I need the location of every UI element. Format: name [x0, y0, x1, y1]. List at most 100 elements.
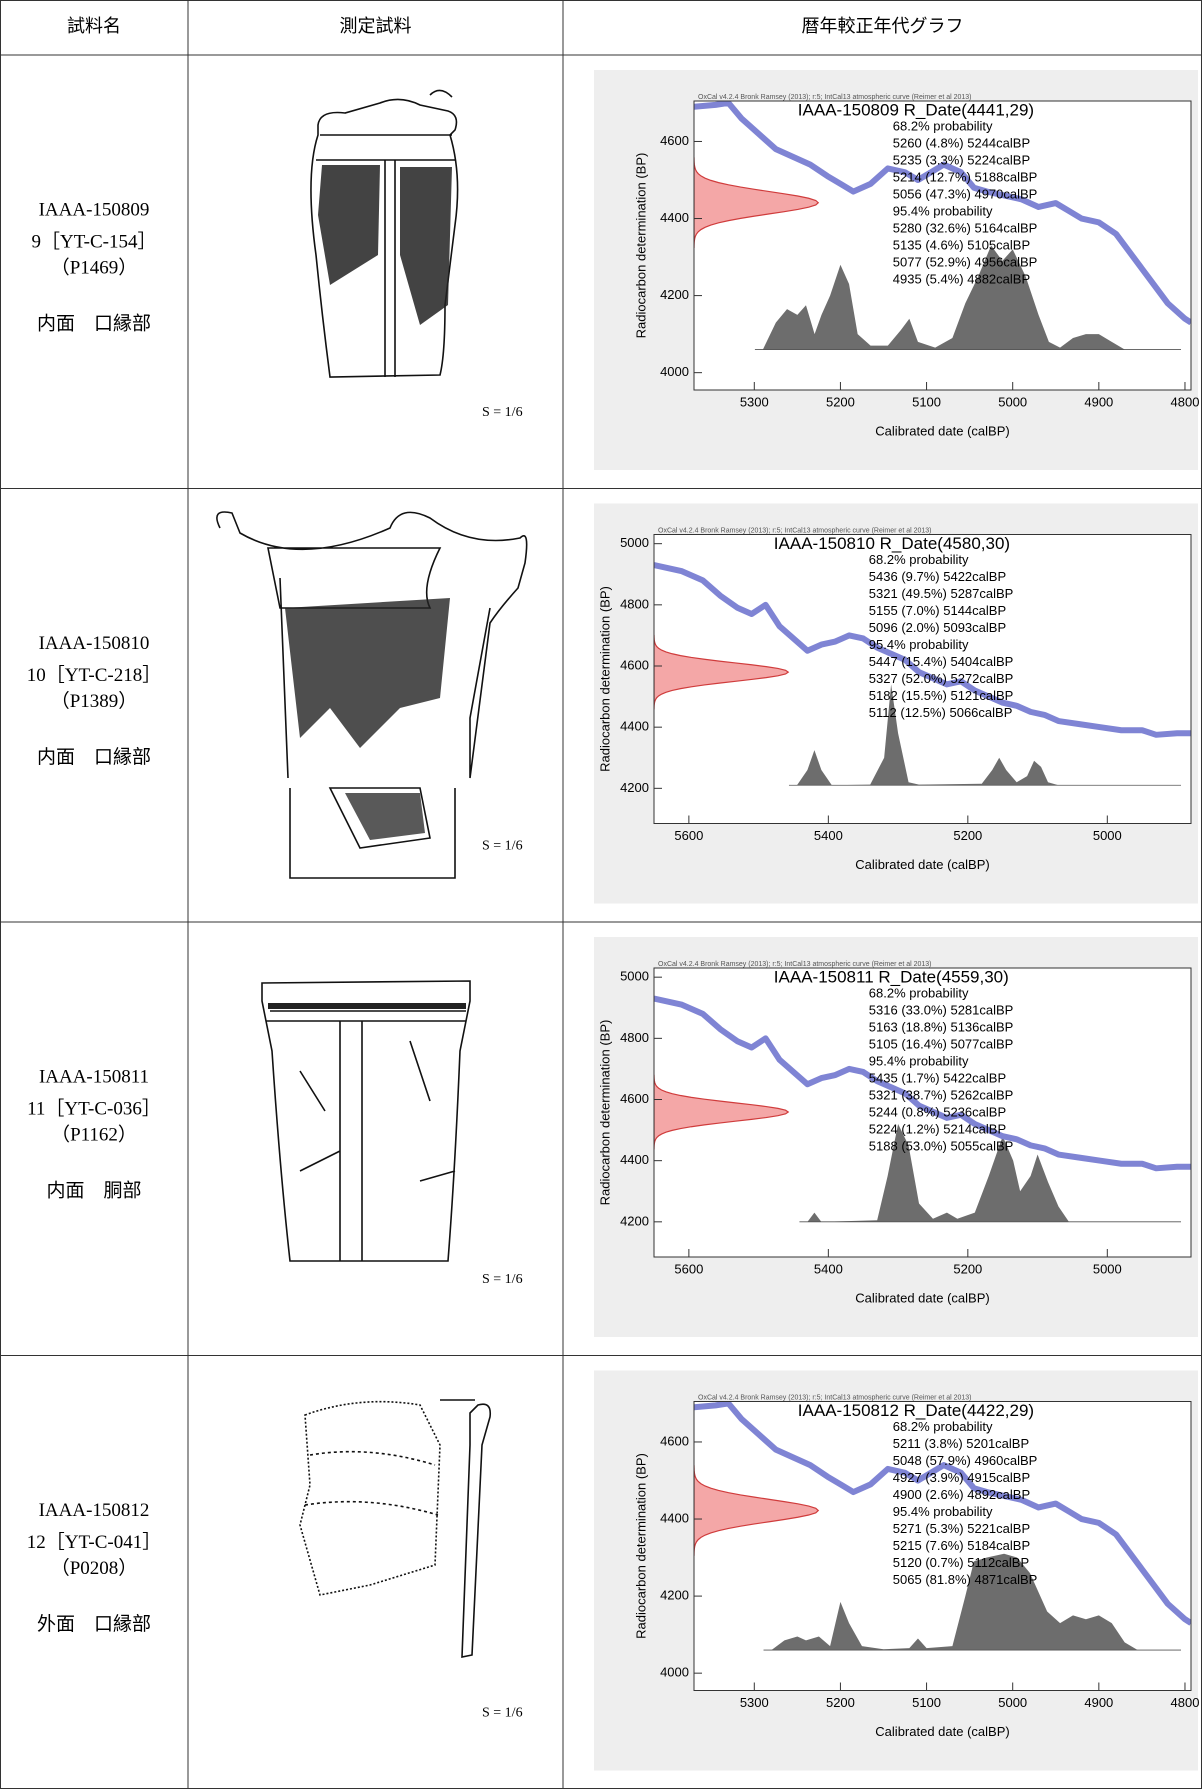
measurement-distribution	[654, 634, 790, 710]
sample-code: （P0208）	[51, 1557, 138, 1579]
plot-marks	[694, 101, 1191, 350]
chart-title: IAAA-150809 R_Date(4441,29)	[798, 100, 1034, 119]
oxcal-note: OxCal v4.2.4 Bronk Ramsey (2013); r:5; I…	[658, 961, 932, 968]
chart-title: IAAA-150812 R_Date(4422,29)	[798, 1401, 1034, 1420]
plot-marks	[654, 995, 1191, 1223]
drawing-scale: S = 1/6	[482, 405, 523, 420]
y-tick-label: 4600	[660, 133, 689, 148]
probability-line: 95.4% probability	[893, 1504, 993, 1519]
probability-line: 5271 (5.3%) 5221calBP	[893, 1521, 1030, 1536]
probability-line: 68.2% probability	[869, 985, 969, 1000]
x-tick-label: 5000	[998, 394, 1027, 409]
probability-line: 95.4% probability	[869, 1053, 969, 1068]
sample-part: 内面 口縁部	[37, 312, 151, 334]
probability-line: 5065 (81.8%) 4871calBP	[893, 1572, 1038, 1587]
sample-number: 11［YT-C-036］	[27, 1097, 161, 1119]
x-tick-label: 5200	[953, 1261, 982, 1276]
x-tick-label: 5000	[1093, 1261, 1122, 1276]
x-tick-label: 5300	[740, 1695, 769, 1710]
y-tick-label: 4400	[660, 1510, 689, 1525]
probability-line: 5316 (33.0%) 5281calBP	[869, 1002, 1014, 1017]
probability-line: 5244 (0.8%) 5236calBP	[869, 1104, 1006, 1119]
probability-line: 5280 (32.6%) 5164calBP	[893, 220, 1038, 235]
probability-line: 5077 (52.9%) 4956calBP	[893, 254, 1038, 269]
pottery-drawing	[261, 980, 471, 1262]
calibration-curve	[694, 1401, 1191, 1626]
y-axis-label: Radiocarbon determination (BP)	[633, 153, 648, 339]
probability-line: 5105 (16.4%) 5077calBP	[869, 1036, 1014, 1051]
probability-line: 95.4% probability	[893, 203, 993, 218]
y-tick-label: 4400	[620, 719, 649, 734]
pottery-drawing	[299, 1399, 492, 1658]
x-tick-label: 5400	[814, 1261, 843, 1276]
probability-line: 95.4% probability	[869, 637, 969, 652]
probability-line: 5096 (2.0%) 5093calBP	[869, 620, 1006, 635]
plot-frame	[693, 1401, 1192, 1691]
probability-line: 5435 (1.7%) 5422calBP	[869, 1070, 1006, 1085]
y-tick-label: 4800	[620, 1030, 649, 1045]
calibration-curve	[654, 562, 1191, 738]
probability-line: 4927 (3.9%) 4915calBP	[893, 1470, 1030, 1485]
sample-id: IAAA-150809	[39, 199, 150, 220]
x-tick-label: 5000	[1093, 828, 1122, 843]
probability-line: 5211 (3.8%) 5201calBP	[893, 1436, 1029, 1451]
plot-frame	[653, 534, 1192, 824]
y-tick-label: 4200	[660, 287, 689, 302]
probability-line: 5120 (0.7%) 5112calBP	[893, 1555, 1029, 1570]
posterior-distribution	[807, 1123, 1069, 1222]
sample-part: 内面 胴部	[46, 1179, 141, 1201]
x-tick-label: 4900	[1084, 394, 1113, 409]
sample-number: 9［YT-C-154］	[32, 230, 157, 252]
x-axis-label: Calibrated date (calBP)	[855, 1290, 989, 1305]
header-cell: 試料名	[67, 16, 121, 36]
y-tick-label: 5000	[620, 969, 649, 984]
y-tick-label: 4200	[620, 780, 649, 795]
y-tick-label: 4800	[620, 596, 649, 611]
probability-line: 5321 (38.7%) 5262calBP	[869, 1087, 1014, 1102]
y-axis-label: Radiocarbon determination (BP)	[633, 1453, 648, 1639]
x-tick-label: 4900	[1084, 1695, 1113, 1710]
plot-frame	[653, 967, 1192, 1258]
oxcal-note: OxCal v4.2.4 Bronk Ramsey (2013); r:5; I…	[698, 94, 972, 101]
probability-line: 5260 (4.8%) 5244calBP	[893, 135, 1030, 150]
posterior-distribution	[796, 684, 1059, 786]
sample-part: 内面 口縁部	[37, 746, 151, 768]
plot-frame	[693, 100, 1192, 391]
probability-line: 5436 (9.7%) 5422calBP	[869, 569, 1006, 584]
x-tick-label: 5100	[912, 1695, 941, 1710]
measurement-distribution	[694, 157, 820, 249]
probability-line: 5163 (18.8%) 5136calBP	[869, 1019, 1014, 1034]
x-tick-label: 5600	[674, 1261, 703, 1276]
measurement-distribution	[654, 1074, 790, 1150]
oxcal-note: OxCal v4.2.4 Bronk Ramsey (2013); r:5; I…	[698, 1394, 972, 1401]
probability-line: 68.2% probability	[893, 118, 993, 133]
probability-line: 5235 (3.3%) 5224calBP	[893, 152, 1030, 167]
sample-code: （P1162）	[51, 1123, 137, 1145]
y-tick-label: 4600	[620, 1091, 649, 1106]
probability-line: 5447 (15.4%) 5404calBP	[869, 654, 1014, 669]
probability-line: 5224 (1.2%) 5214calBP	[869, 1121, 1006, 1136]
probability-line: 5188 (53.0%) 5055calBP	[869, 1138, 1014, 1153]
sample-code: （P1469）	[51, 256, 138, 278]
x-tick-label: 5600	[674, 828, 703, 843]
sample-part: 外面 口縁部	[37, 1613, 151, 1635]
calibration-curve	[694, 101, 1191, 326]
probability-line: 5327 (52.0%) 5272calBP	[869, 671, 1014, 686]
y-tick-label: 4000	[660, 1665, 689, 1680]
drawing-scale: S = 1/6	[482, 1706, 523, 1721]
probability-line: 5182 (15.5%) 5121calBP	[869, 688, 1014, 703]
probability-line: 4900 (2.6%) 4892calBP	[893, 1487, 1030, 1502]
x-tick-label: 5200	[953, 828, 982, 843]
y-tick-label: 4400	[620, 1152, 649, 1167]
y-tick-label: 5000	[620, 535, 649, 550]
chart-title: IAAA-150811 R_Date(4559,30)	[774, 967, 1009, 986]
drawing-scale: S = 1/6	[482, 1272, 523, 1287]
x-tick-label: 5300	[740, 394, 769, 409]
x-tick-label: 5000	[998, 1695, 1027, 1710]
probability-line: 5215 (7.6%) 5184calBP	[893, 1538, 1030, 1553]
probability-line: 5048 (57.9%) 4960calBP	[893, 1453, 1038, 1468]
x-axis-label: Calibrated date (calBP)	[875, 1724, 1009, 1739]
calibration-curve	[654, 995, 1191, 1172]
y-tick-label: 4600	[660, 1433, 689, 1448]
probability-line: 68.2% probability	[869, 552, 969, 567]
